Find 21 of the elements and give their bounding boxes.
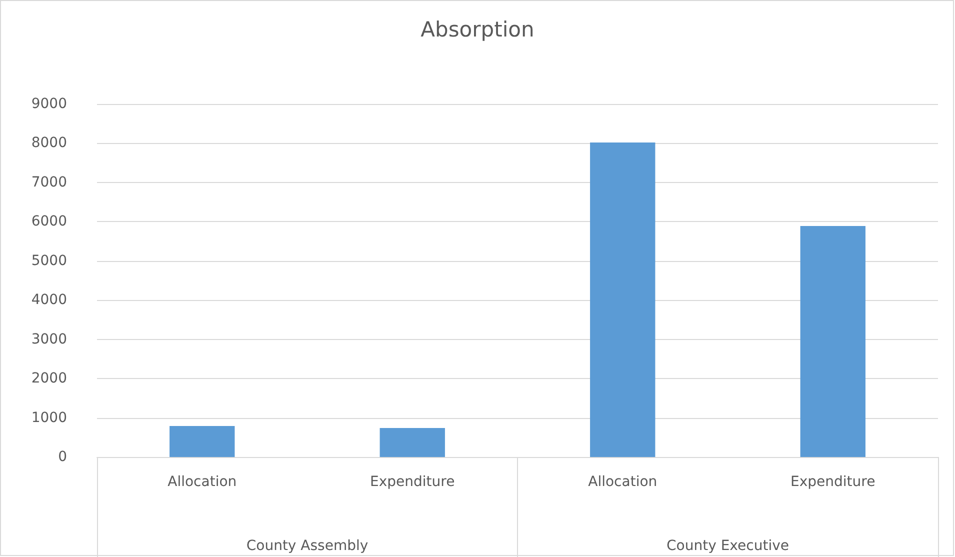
bar — [380, 428, 445, 457]
y-tick-label: 5000 — [31, 252, 67, 269]
x-tick-label: Allocation — [168, 474, 237, 490]
y-tick-label: 2000 — [31, 370, 67, 387]
bar — [590, 142, 656, 457]
bar — [800, 226, 866, 457]
y-tick-label: 0 — [58, 449, 67, 465]
x-tick-label: Expenditure — [370, 474, 455, 490]
y-tick-label: 1000 — [31, 410, 67, 426]
y-tick-label: 8000 — [31, 135, 67, 152]
y-tick-label: 7000 — [31, 174, 67, 190]
text: County Assembly — [246, 538, 368, 554]
y-tick-label: 6000 — [31, 214, 67, 230]
y-tick-label: 3000 — [31, 331, 67, 348]
x-tick-label: Expenditure — [790, 474, 876, 490]
text: County Executive — [666, 538, 789, 554]
bar — [170, 426, 235, 457]
x-tick-label: Allocation — [588, 474, 658, 490]
y-tick-label: 4000 — [31, 292, 67, 308]
chart-title: Absorption — [420, 18, 534, 42]
y-tick-label: 9000 — [31, 96, 67, 112]
